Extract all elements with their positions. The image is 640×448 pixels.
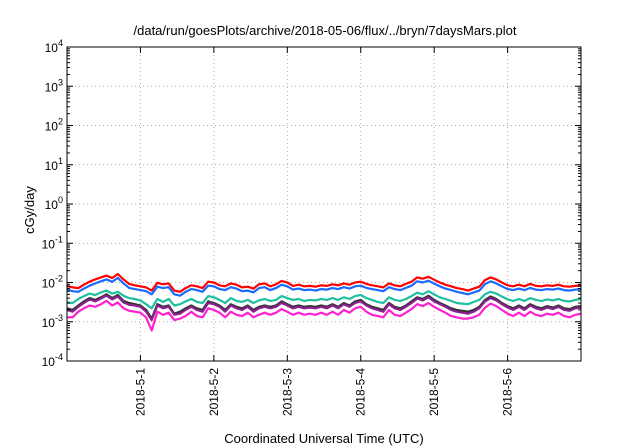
x-tick-label: 2018-5-4 (354, 368, 368, 416)
y-tick-label: 10-1 (42, 234, 63, 251)
series-line-1 (66, 272, 582, 293)
y-tick-label: 103 (45, 77, 63, 94)
y-tick-label: 10-3 (42, 313, 63, 330)
series-line-6 (67, 299, 582, 332)
x-axis: 2018-5-1 2018-5-2 2018-5-3 2018-5-4 2018-5-5… (133, 47, 515, 416)
y-axis: 10-4 10-3 10-2 10-1 100 101 102 103 104 (42, 38, 581, 369)
y-tick-label: 10-2 (42, 274, 63, 291)
x-tick-label: 2018-5-3 (280, 368, 294, 416)
x-tick-label: 2018-5-6 (501, 368, 515, 416)
y-axis-label: cGy/day (22, 186, 37, 234)
chart-title: /data/run/goesPlots/archive/2018-05-06/f… (134, 23, 517, 38)
series-line-5 (66, 294, 582, 322)
series-group (66, 272, 582, 332)
y-tick-label: 102 (45, 117, 63, 134)
y-tick-label: 10-4 (42, 352, 63, 369)
y-tick-label: 104 (45, 38, 63, 55)
x-axis-label: Coordinated Universal Time (UTC) (224, 431, 423, 446)
y-tick-label: 101 (45, 156, 63, 173)
series-line-2 (66, 276, 582, 297)
x-tick-label: 2018-5-5 (427, 368, 441, 416)
x-tick-label: 2018-5-2 (207, 368, 221, 416)
x-tick-label: 2018-5-1 (133, 368, 147, 416)
series-line-3 (66, 289, 582, 310)
y-tick-label: 100 (45, 195, 63, 212)
